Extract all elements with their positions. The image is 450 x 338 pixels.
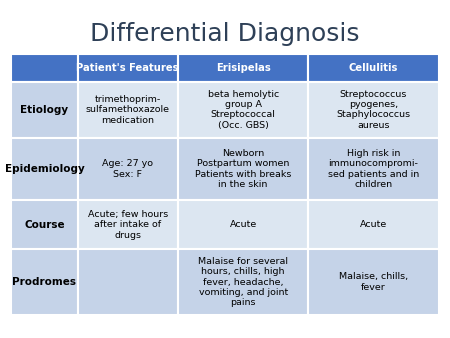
Bar xyxy=(77,200,178,249)
Text: Epidemiology: Epidemiology xyxy=(4,164,84,174)
Bar xyxy=(11,249,77,315)
Text: Prodromes: Prodromes xyxy=(13,277,76,287)
Text: Differential Diagnosis: Differential Diagnosis xyxy=(90,22,360,46)
Text: Acute: Acute xyxy=(360,220,387,229)
Bar xyxy=(77,54,178,82)
Bar xyxy=(77,138,178,200)
Text: beta hemolytic
group A
Streptococcal
(Occ. GBS): beta hemolytic group A Streptococcal (Oc… xyxy=(207,90,279,130)
Bar xyxy=(308,82,439,138)
Bar xyxy=(178,82,308,138)
Text: Streptococcus
pyogenes,
Staphylococcus
aureus: Streptococcus pyogenes, Staphylococcus a… xyxy=(337,90,410,130)
Bar xyxy=(11,200,77,249)
Bar xyxy=(77,82,178,138)
Text: Course: Course xyxy=(24,220,65,230)
Text: Malaise, chills,
fever: Malaise, chills, fever xyxy=(339,272,408,292)
Bar xyxy=(178,138,308,200)
Bar xyxy=(308,138,439,200)
Bar xyxy=(308,249,439,315)
Text: Cellulitis: Cellulitis xyxy=(349,63,398,73)
Bar xyxy=(178,249,308,315)
Bar xyxy=(308,54,439,82)
Bar xyxy=(178,54,308,82)
Bar xyxy=(11,82,77,138)
Bar xyxy=(178,200,308,249)
Text: trimethoprim-
sulfamethoxazole
medication: trimethoprim- sulfamethoxazole medicatio… xyxy=(86,95,170,125)
Bar xyxy=(11,54,77,82)
Bar xyxy=(308,200,439,249)
Text: Patient's Features: Patient's Features xyxy=(76,63,179,73)
Text: Malaise for several
hours, chills, high
fever, headache,
vomiting, and joint
pai: Malaise for several hours, chills, high … xyxy=(198,257,288,307)
Text: Acute; few hours
after intake of
drugs: Acute; few hours after intake of drugs xyxy=(88,210,168,240)
Bar xyxy=(11,138,77,200)
Bar xyxy=(77,249,178,315)
Text: Newborn
Postpartum women
Patients with breaks
in the skin: Newborn Postpartum women Patients with b… xyxy=(195,149,291,189)
Text: Acute: Acute xyxy=(230,220,257,229)
Text: Erisipelas: Erisipelas xyxy=(216,63,270,73)
Text: High risk in
immunocompromi-
sed patients and in
children: High risk in immunocompromi- sed patient… xyxy=(328,149,419,189)
Text: Age: 27 yo
Sex: F: Age: 27 yo Sex: F xyxy=(102,159,153,178)
Text: Etiology: Etiology xyxy=(20,105,68,115)
